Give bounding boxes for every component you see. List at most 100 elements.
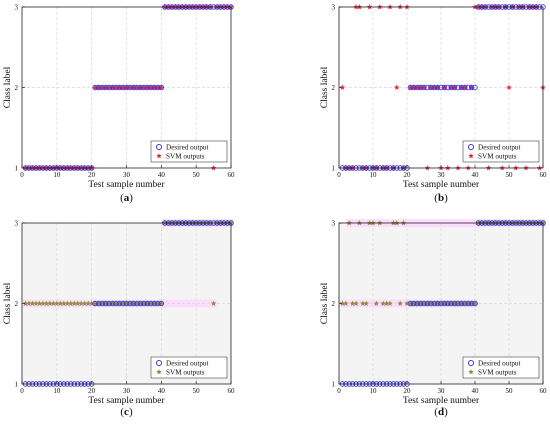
panel-d: 0 10 20 30 40 50 60 1 2 3 Test sample number Class … [320,219,547,418]
x-tick-label: 40 [158,387,166,395]
desired-output-point [472,300,478,307]
legend-desired-label: Desired output [478,144,521,152]
panel-caption: (d) [434,406,448,418]
legend-svm-marker [468,153,474,159]
legend-svm-marker [156,153,162,159]
y-axis-label: Class label [3,66,13,108]
svm-output-point [397,300,404,306]
desired-output-point [428,84,434,91]
desired-output-point [468,84,475,91]
legend-desired-label: Desired output [478,360,521,368]
desired-output-point [441,300,448,307]
desired-output-point [102,300,109,307]
y-tick-label: 2 [15,84,19,92]
y-tick-label: 2 [332,84,336,92]
legend-desired-marker [155,143,163,151]
desired-output-point [134,300,140,307]
desired-output-point [458,84,465,91]
x-axis-label: Test sample number [403,180,480,190]
x-axis-label: Test sample number [88,396,165,406]
desired-output-point [434,84,441,91]
y-tick-label: 1 [332,381,336,389]
desired-output-point [155,300,161,307]
svm-output-point [373,300,380,306]
x-tick-label: 0 [337,387,341,395]
svm-output-point [363,300,370,306]
desired-output-point [130,84,137,91]
x-tick-label: 60 [540,171,548,179]
desired-output-point [421,300,427,307]
desired-output-point [421,84,427,91]
x-tick-label: 20 [404,387,412,395]
legend-svm-label: SVM outputs [478,369,517,377]
desired-output-point [151,300,158,307]
x-axis-label: Test sample number [88,180,165,190]
desired-output-point [411,84,417,91]
desired-output-point [158,84,165,91]
desired-output-point [411,300,417,307]
x-tick-label: 40 [472,387,480,395]
desired-output-point [462,84,468,91]
x-tick-label: 40 [158,171,166,179]
legend-desired-marker [155,359,163,367]
desired-output-point [113,84,119,91]
x-tick-label: 10 [370,171,378,179]
desired-output-point [148,84,154,91]
x-tick-label: 50 [193,387,201,395]
desired-output-point [458,300,465,307]
desired-output-point [445,84,451,91]
panel-b: 0 10 20 30 40 50 60 1 2 3 Test sample number Class … [320,4,547,205]
legend-svm-marker [156,369,162,375]
desired-output-point [407,300,414,307]
y-axis-label: Class label [320,282,330,324]
desired-output-point [144,300,151,307]
desired-output-point [434,300,441,307]
desired-output-point [137,84,144,91]
desired-output-point [155,84,161,91]
legend-box [462,356,540,379]
y-axis-label: Class label [320,66,330,108]
desired-output-point [451,84,458,91]
desired-output-point [441,84,448,91]
legend-desired-marker [467,359,475,367]
x-tick-label: 10 [370,387,378,395]
desired-output-point [130,300,137,307]
svm-output-point [387,300,393,306]
y-tick-label: 1 [15,165,19,173]
x-tick-label: 40 [472,171,480,179]
legend-box [150,140,228,163]
legend-desired-marker [467,143,475,151]
desired-output-point [428,300,434,307]
desired-output-point [123,300,130,307]
desired-output-point [95,300,102,307]
desired-output-point [99,300,105,307]
y-tick-label: 1 [332,165,336,173]
legend-svm-label: SVM outputs [166,153,205,161]
x-tick-label: 60 [540,387,548,395]
desired-output-point [151,84,158,91]
desired-output-point [417,84,424,91]
desired-output-point [465,84,471,91]
x-tick-label: 20 [404,171,412,179]
x-axis-label: Test sample number [403,396,480,406]
x-tick-label: 10 [53,387,61,395]
desired-output-point [148,300,154,307]
desired-output-point [438,84,444,91]
x-tick-label: 50 [506,171,514,179]
desired-output-point [134,84,140,91]
legend-svm-marker [468,369,474,375]
desired-output-point [445,300,451,307]
svm-output-point [506,84,512,90]
desired-output-point [414,300,420,307]
desired-output-point [116,84,123,91]
desired-output-point [141,300,147,307]
desired-output-point [116,300,123,307]
x-tick-label: 50 [506,387,514,395]
desired-output-point [127,300,133,307]
desired-output-point [468,300,475,307]
x-tick-label: 60 [228,387,236,395]
x-tick-label: 0 [20,171,24,179]
legend-desired-label: Desired output [166,360,209,368]
desired-output-point [455,84,461,91]
